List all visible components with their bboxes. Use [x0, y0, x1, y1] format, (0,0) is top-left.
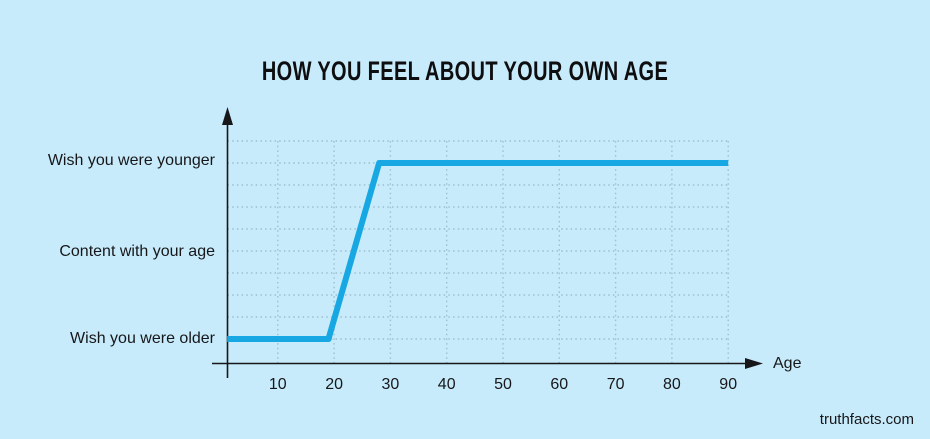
x-tick-label-20: 20	[325, 376, 343, 393]
x-tick-label-70: 70	[606, 376, 625, 393]
x-tick-label-10: 10	[268, 376, 287, 393]
chart-title: HOW YOU FEEL ABOUT YOUR OWN AGE	[261, 56, 669, 86]
x-axis-title: Age	[773, 355, 802, 372]
site-credit: truthfacts.com	[819, 411, 914, 428]
x-tick-label-90: 90	[719, 376, 738, 393]
x-axis-arrowhead	[745, 358, 763, 369]
y-axis-label-wish-younger: Wish you were younger	[47, 152, 215, 169]
x-tick-label-80: 80	[662, 376, 681, 393]
x-tick-label-50: 50	[494, 376, 512, 393]
y-axis-arrowhead	[222, 107, 233, 125]
series-line-feeling-about-own-age	[227, 160, 729, 342]
y-axis-label-wish-older: Wish you were older	[70, 330, 215, 347]
y-axis-label-content: Content with your age	[59, 243, 215, 260]
x-tick-label-40: 40	[437, 376, 456, 393]
x-tick-label-30: 30	[381, 376, 400, 393]
x-tick-label-60: 60	[550, 376, 569, 393]
